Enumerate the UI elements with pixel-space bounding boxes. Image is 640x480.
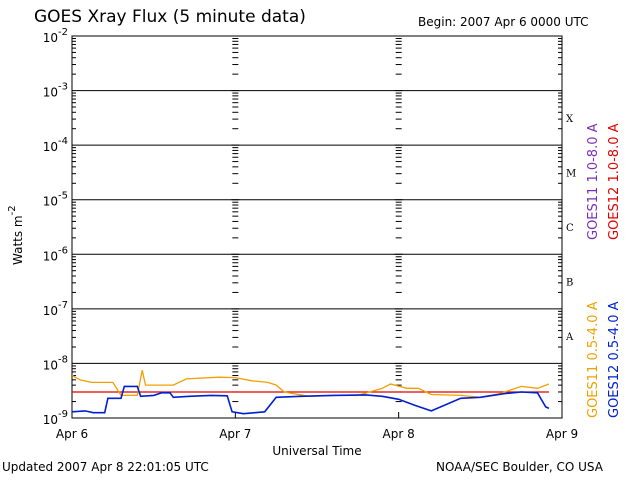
flare-class-label: A (565, 332, 574, 343)
x-tick-label: Apr 6 (56, 427, 88, 441)
flare-class-label: B (566, 278, 573, 289)
y-axis-label: Watts m-2 (7, 205, 25, 265)
x-tick-label: Apr 7 (219, 427, 251, 441)
x-axis-label: Universal Time (272, 444, 361, 458)
legend-entry-1: GOES11 1.0-8.0 A (586, 123, 601, 240)
y-tick-label: 10-3 (43, 82, 68, 100)
x-tick-label: Apr 8 (383, 427, 415, 441)
series-line-4 (71, 385, 550, 415)
flare-class-label: X (566, 114, 574, 125)
credit-label: NOAA/SEC Boulder, CO USA (436, 460, 603, 474)
y-tick-label: 10-2 (43, 27, 68, 45)
y-tick-label: 10-9 (43, 409, 68, 427)
y-tick-label: 10-6 (43, 245, 68, 263)
y-tick-label: 10-8 (43, 354, 68, 372)
begin-time: Begin: 2007 Apr 6 0000 UTC (418, 15, 589, 29)
flare-class-label: M (566, 168, 576, 179)
flare-class-label: C (566, 223, 574, 234)
x-tick-label: Apr 9 (546, 427, 578, 441)
legend-entry-3: GOES11 0.5-4.0 A (586, 301, 601, 418)
chart-title: GOES Xray Flux (5 minute data) (34, 7, 306, 27)
plot-frame (71, 35, 563, 419)
y-tick-label: 10-7 (43, 300, 68, 318)
series-line-3 (71, 370, 550, 398)
updated-timestamp: Updated 2007 Apr 8 22:01:05 UTC (2, 460, 209, 474)
y-tick-label: 10-5 (43, 191, 68, 209)
legend-entry-2: GOES12 1.0-8.0 A (607, 123, 622, 240)
y-tick-label: 10-4 (43, 136, 68, 154)
legend-entry-4: GOES12 0.5-4.0 A (607, 301, 622, 418)
